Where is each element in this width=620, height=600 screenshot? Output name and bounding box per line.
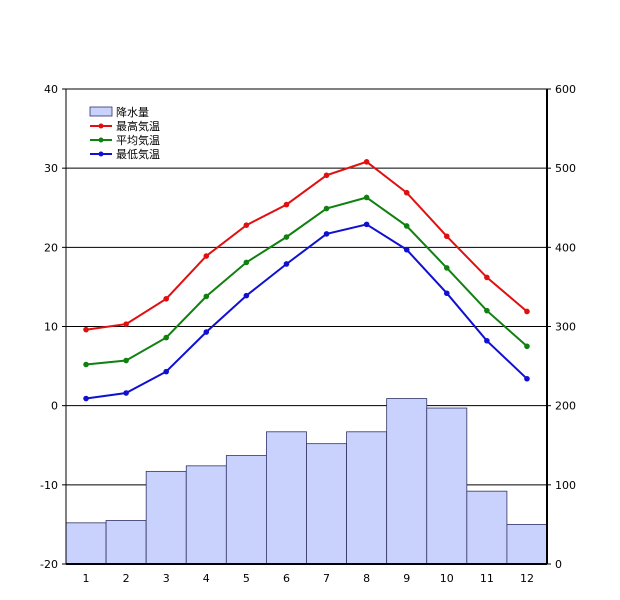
legend-label-max-temp: 最高気温 [116,119,160,133]
x-tick-label: 4 [203,572,210,585]
right-tick-label: 400 [555,241,576,254]
legend: 降水量 最高気温 平均気温 最低気温 [89,105,160,161]
temperature-point [443,265,450,271]
temperature-lines [83,159,530,402]
temperature-point [443,290,450,297]
temperature-point [203,253,210,259]
temperature-line [85,196,528,366]
x-tick-label: 12 [520,572,534,585]
temperature-point [83,361,89,368]
precipitation-bar [185,465,227,565]
x-tick-label: 9 [403,572,410,585]
right-tick-label: 600 [555,83,576,96]
right-tick-label: 100 [555,479,576,492]
temperature-point [363,221,370,228]
legend-label-min-temp: 最低気温 [116,147,160,161]
left-tick-label: -20 [40,558,58,571]
legend-marker-avg-temp [98,137,104,143]
temperature-point [524,375,530,382]
legend-marker-min-temp [98,151,104,157]
precipitation-bars [65,398,548,565]
x-tick-label: 10 [440,572,454,585]
temperature-point [163,368,170,375]
left-tick-label: 0 [51,400,58,413]
temperature-point [323,205,330,212]
temperature-point [283,234,290,240]
temperature-point [83,326,89,333]
temperature-point [203,293,210,300]
precipitation-bar [346,431,388,565]
left-tick-label: -10 [40,479,58,492]
temperature-point [443,233,450,240]
precipitation-bar [145,470,187,565]
temperature-point [243,259,250,266]
x-tick-label: 5 [243,572,250,585]
temperature-point [524,308,530,315]
precipitation-bar [266,431,307,565]
x-tick-label: 6 [283,572,290,585]
temperature-point [403,223,410,229]
temperature-point [83,395,89,402]
x-tick-label: 3 [163,572,170,585]
temperature-point [403,246,410,253]
temperature-point [243,222,250,228]
temperature-point [163,295,170,302]
temperature-point [363,194,370,201]
left-tick-label: 30 [44,162,58,175]
temperature-point [524,343,530,350]
temperature-point [323,231,330,237]
temperature-point [123,390,129,396]
temperature-point [363,159,370,165]
precipitation-bar [506,524,548,565]
temperature-point [123,357,129,364]
temperature-point [123,321,129,327]
left-tick-label: 10 [44,321,58,334]
x-tick-label: 7 [323,572,330,585]
temperature-point [243,292,250,299]
precipitation-bar [466,490,508,565]
temperature-point [484,274,490,281]
x-tick-label: 1 [83,572,90,585]
temperature-point [484,307,490,314]
right-tick-label: 300 [555,321,576,334]
precipitation-bar [386,398,428,565]
right-tick-label: 0 [555,558,562,571]
precipitation-bar [225,455,267,565]
axes [62,88,551,565]
legend-marker-max-temp [98,123,104,129]
temperature-point [323,172,330,179]
legend-label-precipitation: 降水量 [116,105,149,119]
temperature-point [403,189,410,196]
temperature-point [484,337,490,344]
x-tick-label: 8 [363,572,370,585]
precipitation-bar [65,522,107,565]
right-tick-label: 500 [555,162,576,175]
precipitation-bar [426,407,468,565]
temperature-point [283,201,290,208]
legend-swatch-precipitation [89,106,113,117]
temperature-point [163,334,170,341]
precipitation-bar [105,520,147,565]
x-tick-label: 11 [480,572,494,585]
left-tick-label: 20 [44,241,58,254]
temperature-line [85,160,528,331]
x-tick-label: 2 [123,572,130,585]
precipitation-bar [306,443,347,565]
left-tick-label: 40 [44,83,58,96]
legend-label-avg-temp: 平均気温 [116,133,160,147]
temperature-point [283,261,290,267]
temperature-point [203,329,210,335]
temperature-line [85,223,528,400]
right-tick-label: 200 [555,400,576,413]
